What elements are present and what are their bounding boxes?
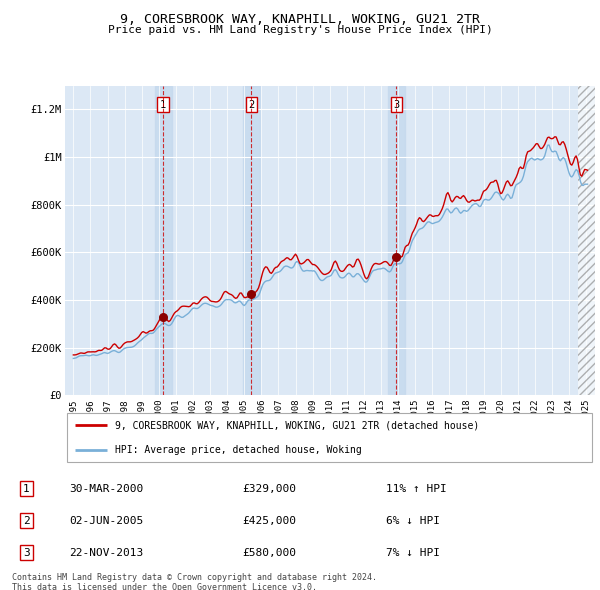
Text: HPI: Average price, detached house, Woking: HPI: Average price, detached house, Woki… xyxy=(115,445,362,455)
Text: £425,000: £425,000 xyxy=(242,516,296,526)
Text: £580,000: £580,000 xyxy=(242,548,296,558)
Text: £329,000: £329,000 xyxy=(242,484,296,494)
Text: 9, CORESBROOK WAY, KNAPHILL, WOKING, GU21 2TR: 9, CORESBROOK WAY, KNAPHILL, WOKING, GU2… xyxy=(120,13,480,26)
Text: 2: 2 xyxy=(248,100,254,110)
Text: 1: 1 xyxy=(23,484,30,494)
Bar xyxy=(388,86,405,395)
Text: 2: 2 xyxy=(23,516,30,526)
Text: Price paid vs. HM Land Registry's House Price Index (HPI): Price paid vs. HM Land Registry's House … xyxy=(107,25,493,35)
Text: 30-MAR-2000: 30-MAR-2000 xyxy=(70,484,144,494)
Text: 02-JUN-2005: 02-JUN-2005 xyxy=(70,516,144,526)
Bar xyxy=(578,86,600,395)
Point xyxy=(158,312,168,322)
FancyBboxPatch shape xyxy=(67,414,592,462)
Bar xyxy=(155,86,172,395)
Point xyxy=(392,253,401,262)
Text: 9, CORESBROOK WAY, KNAPHILL, WOKING, GU21 2TR (detached house): 9, CORESBROOK WAY, KNAPHILL, WOKING, GU2… xyxy=(115,420,479,430)
Text: 7% ↓ HPI: 7% ↓ HPI xyxy=(386,548,440,558)
Text: 11% ↑ HPI: 11% ↑ HPI xyxy=(386,484,447,494)
Text: 1: 1 xyxy=(160,100,166,110)
Text: 6% ↓ HPI: 6% ↓ HPI xyxy=(386,516,440,526)
Point xyxy=(247,289,256,299)
Text: This data is licensed under the Open Government Licence v3.0.: This data is licensed under the Open Gov… xyxy=(12,583,317,590)
Text: 3: 3 xyxy=(23,548,30,558)
Text: 3: 3 xyxy=(393,100,400,110)
Bar xyxy=(243,86,260,395)
Text: 22-NOV-2013: 22-NOV-2013 xyxy=(70,548,144,558)
Text: Contains HM Land Registry data © Crown copyright and database right 2024.: Contains HM Land Registry data © Crown c… xyxy=(12,573,377,582)
